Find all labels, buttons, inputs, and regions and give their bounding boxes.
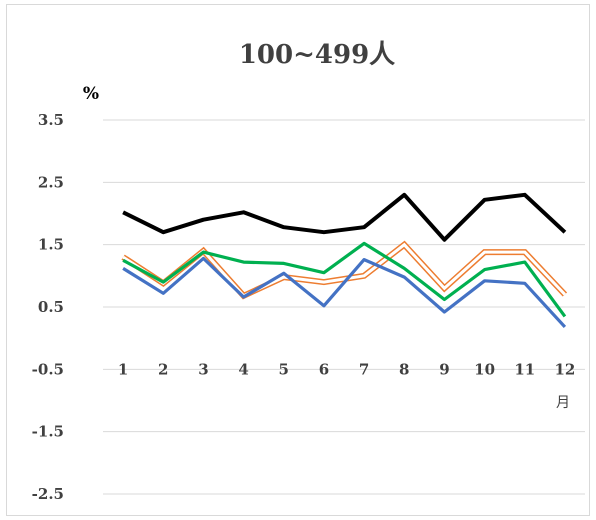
x-tick-label: 10 xyxy=(474,360,495,378)
x-tick-label: 6 xyxy=(319,360,329,378)
y-axis-ticks: 3.5 2.5 1.5 0.5 -0.5 -1.5 -2.5 xyxy=(32,111,64,503)
y-tick-label: -2.5 xyxy=(32,485,64,503)
x-tick-label: 8 xyxy=(399,360,409,378)
x-tick-label: 9 xyxy=(439,360,449,378)
x-axis-unit-label: 月 xyxy=(556,395,570,411)
y-tick-label: -0.5 xyxy=(32,360,64,378)
y-tick-label: 2.5 xyxy=(38,173,64,191)
x-tick-label: 11 xyxy=(514,360,535,378)
x-axis-ticks: 1 2 3 4 5 6 7 8 9 10 11 12 xyxy=(118,360,575,378)
y-tick-label: 3.5 xyxy=(38,111,64,129)
x-tick-label: 2 xyxy=(158,360,168,378)
y-tick-label: -1.5 xyxy=(32,423,64,441)
series-line-blue xyxy=(122,256,567,328)
x-tick-label: 7 xyxy=(359,360,369,378)
gridlines xyxy=(103,119,585,495)
y-axis-unit-label: % xyxy=(83,84,99,104)
y-tick-label: 1.5 xyxy=(38,236,64,254)
y-tick-label: 0.5 xyxy=(38,298,64,316)
x-tick-label: 5 xyxy=(279,360,289,378)
x-tick-label: 4 xyxy=(238,360,248,378)
chart-title: 100~499人 xyxy=(239,40,395,70)
series-lines xyxy=(121,192,568,328)
series-line-green xyxy=(122,241,567,318)
x-tick-label: 3 xyxy=(198,360,208,378)
series-line-black xyxy=(122,192,567,242)
x-tick-label: 12 xyxy=(554,360,575,378)
x-tick-label: 1 xyxy=(118,360,128,378)
